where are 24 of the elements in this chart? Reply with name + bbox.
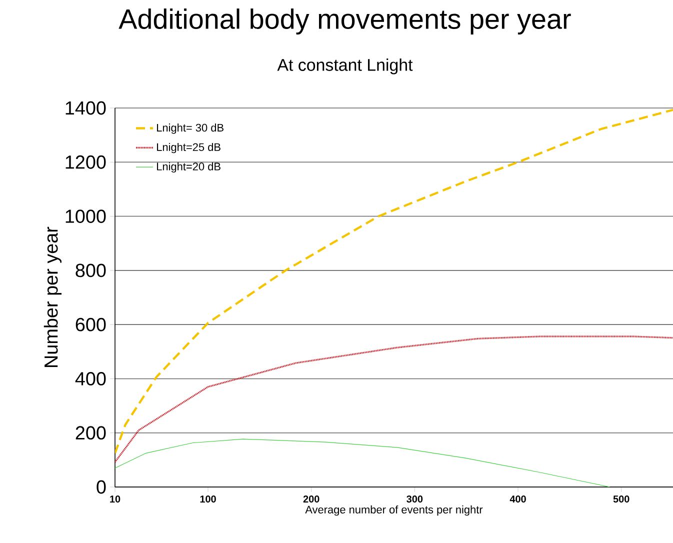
chart-subtitle: At constant Lnight (277, 58, 413, 74)
y-tick-label: 0 (96, 480, 106, 494)
chart-title: Additional body movements per year (118, 8, 571, 35)
y-tick-label: 400 (75, 372, 106, 386)
y-tick-label: 800 (76, 264, 106, 278)
x-axis-title: Average number of events per nightr (305, 505, 483, 516)
x-tick-label: 200 (303, 496, 320, 503)
x-tick-label: 10 (110, 496, 120, 503)
legend-label: Lnight= 30 dB (157, 124, 224, 134)
y-tick-label: 1400 (66, 101, 106, 115)
x-tick-label: 500 (613, 496, 630, 503)
y-tick-label: 600 (76, 318, 106, 332)
x-tick-label: 400 (510, 496, 526, 503)
y-tick-label: 1000 (66, 210, 106, 223)
y-axis-title: Number per year (44, 226, 62, 367)
line-series (115, 438, 610, 487)
legend-label: Lnight=20 dB (157, 162, 220, 173)
line-series (115, 336, 673, 463)
y-tick-label: 1200 (66, 155, 106, 169)
legend-label: Lnight=25 dB (157, 142, 220, 154)
x-tick-label: 300 (406, 496, 423, 503)
x-tick-label: 100 (200, 496, 216, 503)
y-tick-label: 200 (76, 426, 106, 440)
line-series (115, 108, 673, 454)
